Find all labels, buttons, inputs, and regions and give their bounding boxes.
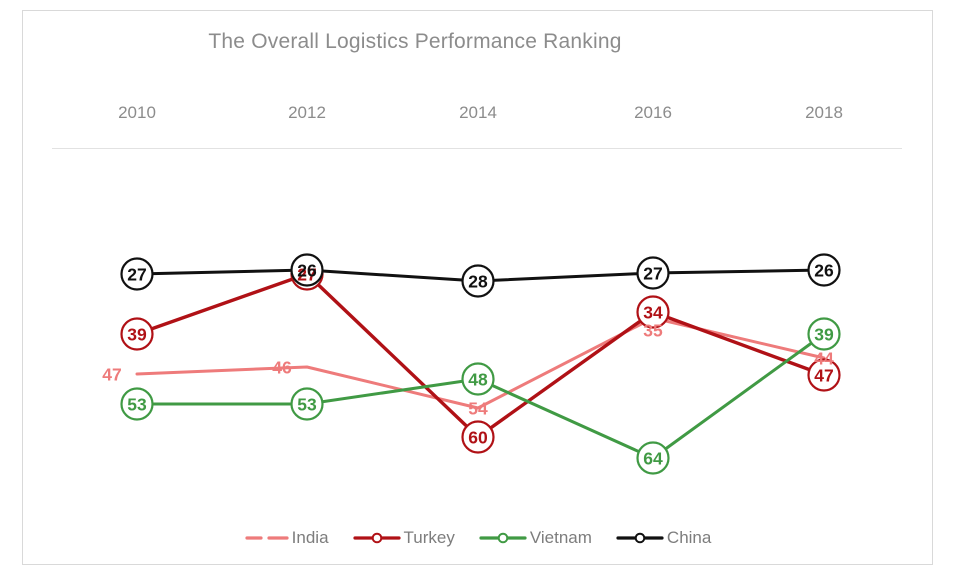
- axis-separator-line: [52, 148, 902, 149]
- legend-label-vietnam: Vietnam: [529, 528, 592, 547]
- data-point-vietnam-2016[interactable]: [636, 441, 670, 475]
- data-label-vietnam-2018: 39: [814, 325, 834, 345]
- legend-item-vietnam[interactable]: Vietnam: [479, 528, 592, 548]
- data-point-china-2010[interactable]: [120, 257, 154, 291]
- data-label-vietnam-2012: 53: [297, 395, 317, 415]
- legend-item-turkey[interactable]: Turkey: [352, 528, 455, 548]
- data-label-india-2014: 54: [468, 399, 488, 419]
- data-label-turkey-2010: 39: [127, 325, 147, 345]
- x-axis-tick-2012: 2012: [288, 103, 326, 122]
- data-label-turkey-2014: 60: [468, 428, 488, 448]
- data-point-turkey-2014[interactable]: [461, 420, 495, 454]
- data-label-turkey-2016: 34: [643, 303, 663, 323]
- data-label-india-2010: 47: [102, 365, 121, 385]
- data-point-china-2016[interactable]: [636, 256, 670, 290]
- legend-item-china[interactable]: China: [616, 528, 711, 548]
- legend-label-china: China: [666, 528, 712, 547]
- data-point-turkey-2016[interactable]: [636, 295, 670, 329]
- legend-swatch-china: [616, 532, 664, 544]
- data-label-india-2012: 46: [272, 358, 292, 378]
- legend-swatch-vietnam: [479, 532, 527, 544]
- data-label-china-2014: 28: [468, 272, 488, 292]
- data-point-turkey-2010[interactable]: [120, 317, 154, 351]
- data-label-turkey-2018: 47: [814, 366, 833, 386]
- data-point-turkey-2018[interactable]: [807, 358, 841, 392]
- data-label-china-2016: 27: [643, 264, 662, 284]
- x-axis-tick-2016: 2016: [634, 103, 672, 122]
- data-point-vietnam-2018[interactable]: [807, 317, 841, 351]
- legend-swatch-turkey: [352, 532, 401, 544]
- data-label-vietnam-2010: 53: [127, 395, 147, 415]
- x-axis-tick-2014: 2014: [459, 103, 497, 122]
- data-label-china-2010: 27: [127, 265, 146, 285]
- data-label-turkey-2012: 27: [297, 265, 316, 285]
- data-point-vietnam-2014[interactable]: [461, 362, 495, 396]
- data-label-china-2018: 26: [814, 261, 834, 281]
- series-markers: [120, 253, 841, 475]
- data-label-vietnam-2014: 48: [468, 370, 488, 390]
- data-label-india-2018: 44: [814, 349, 834, 369]
- legend-item-india[interactable]: India: [245, 528, 329, 548]
- data-point-china-2014[interactable]: [461, 264, 495, 298]
- x-axis-tick-2010: 2010: [118, 103, 156, 122]
- data-point-vietnam-2010[interactable]: [120, 387, 154, 421]
- legend-label-india: India: [291, 528, 329, 547]
- legend-label-turkey: Turkey: [403, 528, 455, 547]
- x-axis-tick-2018: 2018: [805, 103, 843, 122]
- legend-swatch-india: [245, 536, 289, 540]
- x-axis-labels: 2010 2012 2014 2016 2018: [0, 103, 956, 131]
- data-label-india-2016: 35: [643, 321, 663, 341]
- data-label-vietnam-2016: 64: [643, 449, 663, 469]
- data-point-china-2018[interactable]: [807, 253, 841, 287]
- chart-legend: India Turkey Vietnam China: [0, 528, 956, 548]
- chart-title: The Overall Logistics Performance Rankin…: [208, 30, 622, 53]
- data-point-vietnam-2012[interactable]: [290, 387, 324, 421]
- data-label-china-2012: 26: [297, 261, 317, 281]
- data-point-china-2012[interactable]: [290, 253, 324, 287]
